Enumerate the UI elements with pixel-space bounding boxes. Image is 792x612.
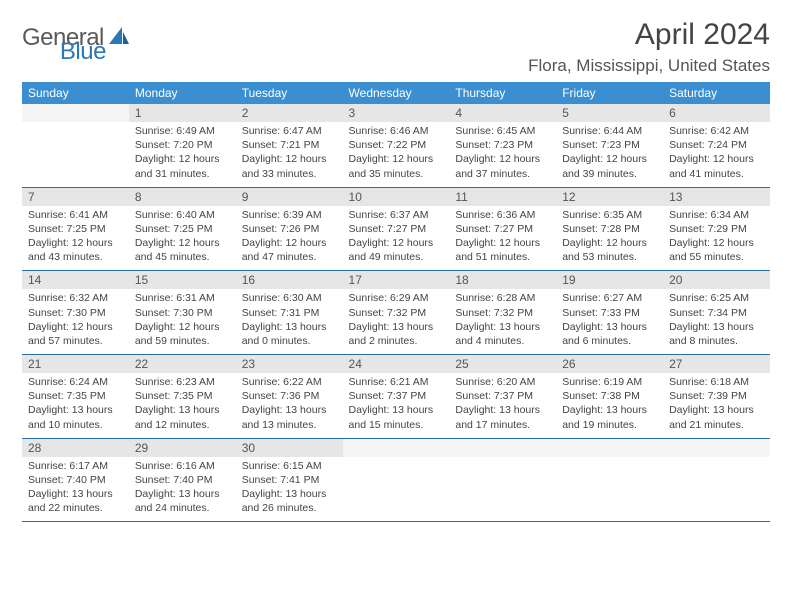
- day-number: 28: [22, 438, 129, 457]
- day-number: 19: [556, 271, 663, 290]
- day-number: 6: [663, 104, 770, 122]
- daynum-row: 14151617181920: [22, 271, 770, 290]
- day-info: Sunrise: 6:18 AMSunset: 7:39 PMDaylight:…: [663, 373, 770, 438]
- day-info: Sunrise: 6:49 AMSunset: 7:20 PMDaylight:…: [129, 122, 236, 187]
- day-number: 24: [343, 355, 450, 374]
- day-info: Sunrise: 6:40 AMSunset: 7:25 PMDaylight:…: [129, 206, 236, 271]
- day-info: Sunrise: 6:29 AMSunset: 7:32 PMDaylight:…: [343, 289, 450, 354]
- day-number: 5: [556, 104, 663, 122]
- logo: General Blue: [22, 24, 178, 52]
- page-title: April 2024: [528, 18, 770, 52]
- day-number: 15: [129, 271, 236, 290]
- day-info: Sunrise: 6:21 AMSunset: 7:37 PMDaylight:…: [343, 373, 450, 438]
- day-info: Sunrise: 6:39 AMSunset: 7:26 PMDaylight:…: [236, 206, 343, 271]
- day-number: 20: [663, 271, 770, 290]
- calendar-table: SundayMondayTuesdayWednesdayThursdayFrid…: [22, 82, 770, 522]
- day-info: Sunrise: 6:31 AMSunset: 7:30 PMDaylight:…: [129, 289, 236, 354]
- day-info: Sunrise: 6:32 AMSunset: 7:30 PMDaylight:…: [22, 289, 129, 354]
- day-info: Sunrise: 6:34 AMSunset: 7:29 PMDaylight:…: [663, 206, 770, 271]
- day-number: 23: [236, 355, 343, 374]
- day-header: Saturday: [663, 82, 770, 104]
- day-number: 27: [663, 355, 770, 374]
- day-number: 10: [343, 187, 450, 206]
- empty-cell: [556, 457, 663, 522]
- day-number: 7: [22, 187, 129, 206]
- day-number: 8: [129, 187, 236, 206]
- week-separator: [22, 521, 770, 522]
- day-header: Friday: [556, 82, 663, 104]
- info-row: Sunrise: 6:32 AMSunset: 7:30 PMDaylight:…: [22, 289, 770, 354]
- day-info: Sunrise: 6:15 AMSunset: 7:41 PMDaylight:…: [236, 457, 343, 522]
- day-info: Sunrise: 6:19 AMSunset: 7:38 PMDaylight:…: [556, 373, 663, 438]
- daynum-row: 123456: [22, 104, 770, 122]
- day-info: Sunrise: 6:25 AMSunset: 7:34 PMDaylight:…: [663, 289, 770, 354]
- day-info: Sunrise: 6:42 AMSunset: 7:24 PMDaylight:…: [663, 122, 770, 187]
- day-header: Sunday: [22, 82, 129, 104]
- daynum-row: 282930: [22, 438, 770, 457]
- empty-cell: [449, 457, 556, 522]
- day-number: 3: [343, 104, 450, 122]
- day-header: Monday: [129, 82, 236, 104]
- day-number: 21: [22, 355, 129, 374]
- info-row: Sunrise: 6:49 AMSunset: 7:20 PMDaylight:…: [22, 122, 770, 187]
- empty-cell: [343, 438, 450, 457]
- day-header: Thursday: [449, 82, 556, 104]
- day-number: 2: [236, 104, 343, 122]
- day-info: Sunrise: 6:22 AMSunset: 7:36 PMDaylight:…: [236, 373, 343, 438]
- day-info: Sunrise: 6:27 AMSunset: 7:33 PMDaylight:…: [556, 289, 663, 354]
- day-number: 22: [129, 355, 236, 374]
- location-label: Flora, Mississippi, United States: [528, 56, 770, 76]
- day-header: Tuesday: [236, 82, 343, 104]
- logo-text-blue: Blue: [60, 38, 106, 65]
- day-info: Sunrise: 6:20 AMSunset: 7:37 PMDaylight:…: [449, 373, 556, 438]
- title-block: April 2024 Flora, Mississippi, United St…: [528, 18, 770, 76]
- day-info: Sunrise: 6:23 AMSunset: 7:35 PMDaylight:…: [129, 373, 236, 438]
- empty-cell: [449, 438, 556, 457]
- empty-cell: [22, 104, 129, 122]
- day-info: Sunrise: 6:17 AMSunset: 7:40 PMDaylight:…: [22, 457, 129, 522]
- daynum-row: 78910111213: [22, 187, 770, 206]
- day-number: 29: [129, 438, 236, 457]
- daynum-row: 21222324252627: [22, 355, 770, 374]
- day-info: Sunrise: 6:46 AMSunset: 7:22 PMDaylight:…: [343, 122, 450, 187]
- empty-cell: [556, 438, 663, 457]
- day-info: Sunrise: 6:37 AMSunset: 7:27 PMDaylight:…: [343, 206, 450, 271]
- day-number: 17: [343, 271, 450, 290]
- day-info: Sunrise: 6:35 AMSunset: 7:28 PMDaylight:…: [556, 206, 663, 271]
- day-info: Sunrise: 6:47 AMSunset: 7:21 PMDaylight:…: [236, 122, 343, 187]
- info-row: Sunrise: 6:41 AMSunset: 7:25 PMDaylight:…: [22, 206, 770, 271]
- day-number: 1: [129, 104, 236, 122]
- day-info: Sunrise: 6:36 AMSunset: 7:27 PMDaylight:…: [449, 206, 556, 271]
- day-info: Sunrise: 6:28 AMSunset: 7:32 PMDaylight:…: [449, 289, 556, 354]
- sail-icon: [108, 26, 130, 51]
- empty-cell: [22, 122, 129, 187]
- page-header: General Blue April 2024 Flora, Mississip…: [22, 18, 770, 76]
- empty-cell: [343, 457, 450, 522]
- day-number: 26: [556, 355, 663, 374]
- day-header: Wednesday: [343, 82, 450, 104]
- day-info: Sunrise: 6:30 AMSunset: 7:31 PMDaylight:…: [236, 289, 343, 354]
- day-header-row: SundayMondayTuesdayWednesdayThursdayFrid…: [22, 82, 770, 104]
- day-number: 16: [236, 271, 343, 290]
- day-number: 18: [449, 271, 556, 290]
- info-row: Sunrise: 6:17 AMSunset: 7:40 PMDaylight:…: [22, 457, 770, 522]
- day-number: 9: [236, 187, 343, 206]
- day-number: 11: [449, 187, 556, 206]
- day-number: 12: [556, 187, 663, 206]
- day-info: Sunrise: 6:16 AMSunset: 7:40 PMDaylight:…: [129, 457, 236, 522]
- day-info: Sunrise: 6:44 AMSunset: 7:23 PMDaylight:…: [556, 122, 663, 187]
- day-info: Sunrise: 6:45 AMSunset: 7:23 PMDaylight:…: [449, 122, 556, 187]
- day-number: 4: [449, 104, 556, 122]
- day-info: Sunrise: 6:41 AMSunset: 7:25 PMDaylight:…: [22, 206, 129, 271]
- empty-cell: [663, 457, 770, 522]
- day-number: 13: [663, 187, 770, 206]
- day-info: Sunrise: 6:24 AMSunset: 7:35 PMDaylight:…: [22, 373, 129, 438]
- info-row: Sunrise: 6:24 AMSunset: 7:35 PMDaylight:…: [22, 373, 770, 438]
- day-number: 14: [22, 271, 129, 290]
- day-number: 30: [236, 438, 343, 457]
- day-number: 25: [449, 355, 556, 374]
- empty-cell: [663, 438, 770, 457]
